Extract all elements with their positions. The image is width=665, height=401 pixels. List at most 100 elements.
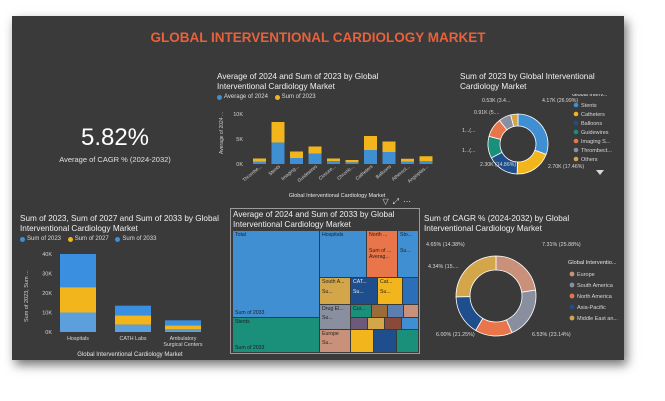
treemap-cell-small-2[interactable] [388, 305, 403, 317]
treemap-cell-small-6[interactable] [385, 318, 401, 329]
bar-series-1 [345, 162, 359, 164]
treemap-cell-small-9[interactable] [374, 330, 396, 352]
y-tick-label: 30K [42, 272, 52, 278]
y-tick-label: 0K [236, 162, 243, 168]
legend-label: Asia-Pacific [577, 305, 606, 311]
legend-dot-icon [573, 102, 579, 108]
treemap-cell-small-5[interactable] [368, 318, 384, 329]
top-donut-plot: 0.53K (3.4... 0.91K (5.... 1...(... 1...(..… [462, 94, 612, 175]
kpi-card[interactable]: 5.82% Average of CAGR % (2024-2032) [30, 124, 200, 164]
top-bar-chart[interactable]: Average of 2024 and Sum of 2023 by Globa… [217, 72, 447, 200]
treemap-visual[interactable]: ▽⤢⋯ Average of 2024 and Sum of 2033 by G… [230, 197, 420, 354]
more-options-icon[interactable]: ⋯ [403, 197, 415, 206]
legend-label: Europe [577, 272, 595, 278]
stacked-bar-segment [60, 254, 96, 288]
treemap-cell-small-3[interactable] [404, 305, 418, 317]
donut-data-label: 1...(... [462, 128, 475, 134]
legend-label: Sum of 2023 [27, 236, 62, 242]
bar-series-1 [401, 161, 414, 164]
legend-dot-icon [573, 147, 579, 153]
treemap-cell-europe[interactable]: Europe Su... [320, 330, 350, 352]
dashboard-title: GLOBAL INTERVENTIONAL CARDIOLOGY MARKET [150, 30, 486, 45]
x-tick-label: Thrombe... [242, 164, 264, 184]
x-tick-label: Catheters [354, 164, 374, 182]
legend-scroll-down-icon [596, 170, 604, 175]
donut-data-label: 2.30K (14.86%) [480, 162, 516, 168]
bar-series-2 [327, 158, 340, 161]
top-bar-legend: Average of 2024 Sum of 2023 [217, 94, 447, 102]
legend-dot-icon [573, 129, 579, 135]
bar-series-2 [253, 158, 266, 162]
treemap-cell-small-10[interactable] [397, 330, 418, 352]
stacked-bar-segment [115, 315, 151, 325]
bottom-donut-chart[interactable]: Sum of CAGR % (2024-2032) by Global Inte… [424, 214, 622, 358]
x-axis-label: Global Interventional Cardiology Market [77, 352, 183, 358]
stacked-bar-title: Sum of 2023, Sum of 2027 and Sum of 2033… [20, 214, 219, 233]
donut-slice [455, 255, 497, 298]
visual-header-icons: ▽⤢⋯ [382, 197, 415, 207]
kpi-label: Average of CAGR % (2024-2032) [59, 155, 171, 164]
donut-slice [516, 149, 547, 175]
treemap-cell-cath[interactable]: CAT... Su... [351, 278, 377, 304]
stacked-bar-segment [115, 324, 151, 332]
legend-dot-icon [569, 315, 575, 321]
y-tick-label: 10K [42, 311, 52, 317]
x-tick-label: Surgical Centers [163, 342, 203, 348]
bottom-donut-title: Sum of CAGR % (2024-2032) by Global Inte… [424, 214, 570, 233]
focus-mode-icon[interactable]: ⤢ [392, 197, 403, 206]
legend-label: Thrombect... [581, 148, 612, 154]
stacked-bar-segment [165, 320, 201, 326]
top-donut-chart[interactable]: Sum of 2023 by Global Interventional Car… [460, 72, 622, 200]
bar-series-1 [290, 158, 303, 164]
bar-series-1 [253, 161, 266, 164]
treemap-cell-total[interactable]: Total Sum of 2033 [233, 231, 319, 317]
x-tick-label: CATH Labs [120, 336, 147, 342]
legend-label: South America [577, 283, 614, 289]
donut-data-label: 4.34% (15.... [428, 264, 459, 270]
y-axis-label: Sum of 2023, Sum ... [24, 270, 30, 322]
treemap-cell-sto[interactable]: Sto... Su... [398, 231, 418, 277]
treemap-cell-small-8[interactable] [351, 330, 373, 352]
y-tick-label: 0K [45, 330, 52, 336]
kpi-value: 5.82% [80, 124, 150, 151]
donut-slice [495, 255, 537, 293]
legend-dot-icon [274, 94, 280, 100]
top-bar-title: Average of 2024 and Sum of 2023 by Globa… [217, 72, 379, 91]
stacked-bar-chart[interactable]: Sum of 2023, Sum of 2027 and Sum of 2033… [20, 214, 232, 358]
legend-label: Others [581, 157, 598, 163]
legend-label: Sum of 2027 [74, 236, 109, 242]
y-axis-label: Average of 2024 ... [219, 112, 225, 154]
donut-data-label: 2.70K (17.46%) [548, 164, 584, 170]
donut-data-label: 0.91K (5.... [474, 110, 499, 116]
treemap-cell-catheters[interactable]: Cat... Su... [378, 278, 402, 304]
bar-series-1 [271, 142, 285, 164]
treemap-title: Average of 2024 and Sum of 2033 by Globa… [233, 210, 395, 229]
treemap-cell-drug-eluting[interactable]: Drug El... Su... [320, 305, 350, 329]
bar-series-2 [419, 156, 433, 162]
x-tick-label: Balloons [375, 164, 393, 181]
stacked-bar-plot: 40K 30K 20K 10K 0K Sum of 2023, Sum ... Hospit… [24, 252, 203, 358]
legend-dot-icon [569, 271, 575, 277]
treemap-cell-small-7[interactable] [402, 318, 418, 329]
bar-series-1 [364, 150, 377, 164]
donut-data-label: 0.53K (3.4... [482, 98, 510, 104]
treemap-cell-north-america[interactable]: North ... Sum of ... Averag... [367, 231, 397, 277]
legend-label: Guidewires [581, 130, 609, 136]
treemap-cell-small-1[interactable] [372, 305, 387, 317]
x-tick-label: Ambulatory [170, 336, 197, 342]
treemap-cell-misc[interactable] [403, 278, 418, 304]
filter-icon[interactable]: ▽ [382, 197, 393, 206]
legend-dot-icon [115, 236, 121, 242]
bar-series-2 [382, 141, 396, 152]
y-tick-label: 10K [233, 112, 243, 118]
legend-dot-icon [569, 293, 575, 299]
treemap-cell-hospitals[interactable]: Hospitals [320, 231, 366, 277]
treemap-cell-south-america[interactable]: South A... Su... [320, 278, 350, 304]
bar-series-1 [308, 153, 322, 164]
treemap-cell-small-4[interactable] [351, 318, 367, 329]
bar-series-2 [345, 160, 359, 163]
legend-dot-icon [573, 120, 579, 126]
treemap-cell-cui[interactable]: Cui... [351, 305, 371, 317]
treemap-cell-stents[interactable]: Stents Sum of 2033 [233, 318, 319, 352]
legend-title: Global Interventio... [568, 260, 617, 266]
